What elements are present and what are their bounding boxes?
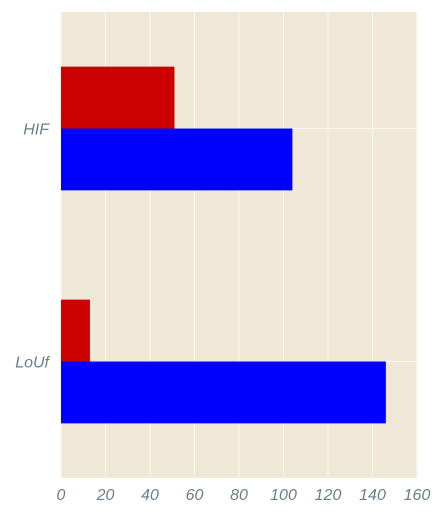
x-tick-label: 100 xyxy=(270,487,297,504)
x-tick-label: 120 xyxy=(315,487,342,504)
x-tick-label: 0 xyxy=(57,487,66,504)
x-tick-labels: 0 20 40 60 80 100 120 140 160 xyxy=(57,487,431,504)
bar-hif-0 xyxy=(61,66,175,129)
bar-louf-0 xyxy=(61,299,90,362)
bar-louf-1 xyxy=(61,361,386,424)
y-tick-labels: HIF LoUf xyxy=(15,122,50,372)
x-tick-label: 20 xyxy=(96,487,115,504)
x-tick-label: 80 xyxy=(230,487,248,504)
bars xyxy=(61,66,386,424)
x-tick-label: 140 xyxy=(359,487,386,504)
bar-hif-1 xyxy=(61,128,293,191)
x-tick-label: 40 xyxy=(141,487,159,504)
x-tick-label: 160 xyxy=(404,487,431,504)
x-tick-label: 60 xyxy=(186,487,204,504)
y-tick-label-louf: LoUf xyxy=(15,355,50,372)
y-tick-label-hif: HIF xyxy=(23,122,50,139)
